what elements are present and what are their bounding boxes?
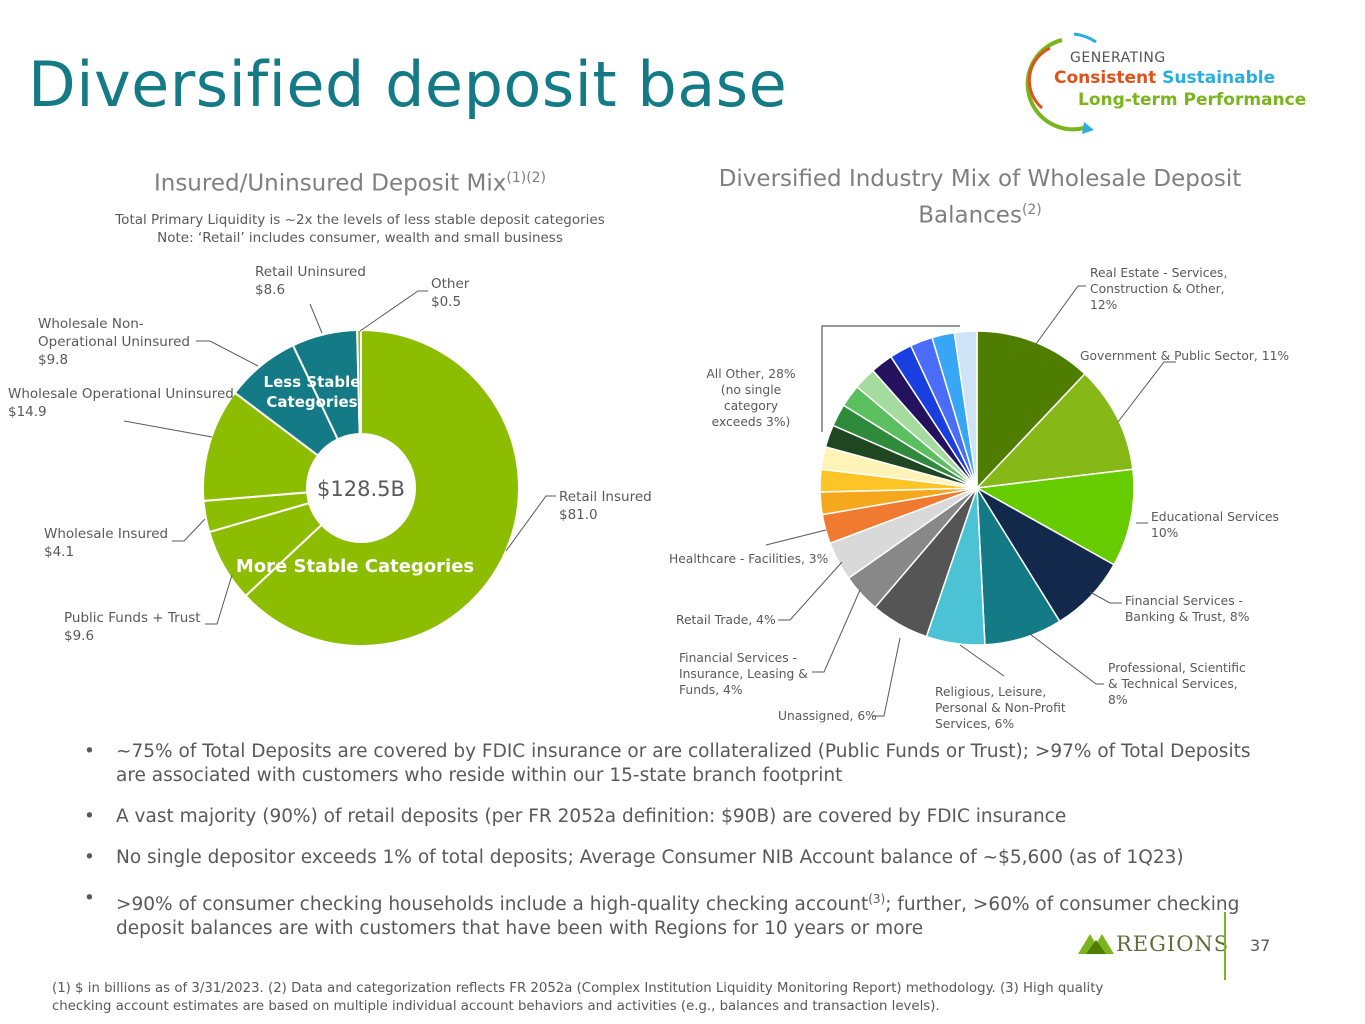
label-retail-uninsured: Retail Uninsured $8.6 — [255, 264, 366, 298]
logo-line3: Long-term Performance — [1078, 90, 1307, 110]
leader-wholesale-insured — [172, 518, 206, 542]
logo-line1: GENERATING — [1070, 50, 1166, 66]
more-stable-label: More Stable Categories — [236, 556, 474, 577]
label-educational: Educational Services 10% — [1151, 510, 1279, 540]
page-number: 37 — [1250, 936, 1271, 955]
tagline-logo: GENERATING Consistent Sustainable Long-t… — [1022, 28, 1332, 138]
bullet-item: A vast majority (90%) of retail deposits… — [84, 805, 1284, 829]
leader-wholesale-operational-uninsured — [123, 420, 213, 438]
label-professional: Professional, Scientific & Technical Serv… — [1108, 661, 1246, 707]
footnote: (1) $ in billions as of 3/31/2023. (2) D… — [52, 981, 1104, 1014]
label-healthcare: Healthcare - Facilities, 3% — [669, 552, 828, 566]
leader-other — [359, 290, 428, 332]
less-stable-label: Less Stable Categories — [264, 373, 361, 411]
label-wholesale-non-operational-uninsured: Wholesale Non-Operational Uninsured $9.8 — [38, 316, 190, 368]
leader-religious — [959, 644, 1005, 677]
label-government: Government & Public Sector, 11% — [1080, 349, 1289, 363]
label-wholesale-operational-uninsured: Wholesale Operational Uninsured $14.9 — [8, 386, 234, 420]
bullet-item: No single depositor exceeds 1% of total … — [84, 846, 1284, 870]
label-all-other: All Other, 28% (no single category exceeds … — [706, 367, 795, 429]
label-retail-insured: Retail Insured $81.0 — [559, 489, 652, 523]
right-chart-title: Diversified Industry Mix of Wholesale De… — [718, 166, 1242, 229]
leader-financial-insurance — [812, 589, 861, 673]
leader-retail-trade — [778, 561, 843, 621]
label-wholesale-insured: Wholesale Insured $4.1 — [44, 526, 168, 560]
label-public-funds-trust: Public Funds + Trust $9.6 — [64, 610, 201, 644]
donut-slice-other — [356, 328, 362, 436]
label-religious: Religious, Leisure, Personal & Non-Profit… — [935, 685, 1066, 731]
logo-line2: Consistent Sustainable — [1054, 68, 1276, 88]
donut-center-label: $128.5B — [317, 477, 405, 501]
pie-slice-government-public-sector — [975, 372, 1134, 489]
leader-real-estate — [1035, 285, 1086, 345]
leader-retail-uninsured — [309, 303, 323, 334]
label-real-estate: Real Estate - Services, Construction & Ot… — [1090, 266, 1227, 312]
label-unassigned: Unassigned, 6% — [778, 709, 877, 723]
label-financial-banking: Financial Services -Banking & Trust, 8% — [1125, 594, 1249, 624]
leader-public-funds-trust — [205, 574, 233, 625]
bullet-list: ~75% of Total Deposits are covered by FD… — [84, 740, 1284, 958]
left-chart-subtitle-1: Total Primary Liquidity is ~2x the level… — [115, 212, 605, 228]
regions-logo: REGIONS — [1076, 928, 1230, 958]
left-chart-title: Insured/Uninsured Deposit Mix(1)(2) — [153, 170, 547, 197]
leader-wholesale-non-operational-uninsured — [196, 340, 259, 367]
swirl-arrow-icon — [1025, 32, 1097, 134]
left-chart-subtitle-2: Note: ‘Retail’ includes consumer, wealth… — [157, 230, 563, 246]
regions-triangle-icon — [1078, 934, 1114, 954]
label-retail-trade: Retail Trade, 4% — [676, 613, 776, 627]
label-financial-insurance: Financial Services -Insurance, Leasing &… — [679, 651, 808, 697]
donut-slice-retail-insured — [244, 328, 520, 647]
charts-canvas: $128.5B Less Stable Categories More Stable … — [8, 264, 1289, 731]
pie-slice-educational-services — [974, 468, 1135, 566]
pie-slice-other-21 — [953, 330, 978, 489]
pie-slice-real-estate-services-construction-other — [976, 330, 1086, 490]
leader-financial-banking — [1089, 591, 1122, 604]
leader-retail-insured — [505, 495, 556, 552]
leader-government — [1117, 361, 1176, 423]
regions-wordmark: REGIONS — [1116, 932, 1230, 956]
leader-healthcare — [765, 529, 827, 546]
footer-divider — [1224, 912, 1226, 980]
label-other: Other $0.5 — [431, 276, 470, 310]
all-other-bracket — [821, 325, 960, 432]
bullet-item: >90% of consumer checking households inc… — [84, 887, 1284, 941]
leader-unassigned — [872, 637, 901, 717]
leader-professional — [1029, 633, 1104, 685]
page-title: Diversified deposit base — [28, 48, 788, 121]
bullet-item: ~75% of Total Deposits are covered by FD… — [84, 740, 1284, 788]
